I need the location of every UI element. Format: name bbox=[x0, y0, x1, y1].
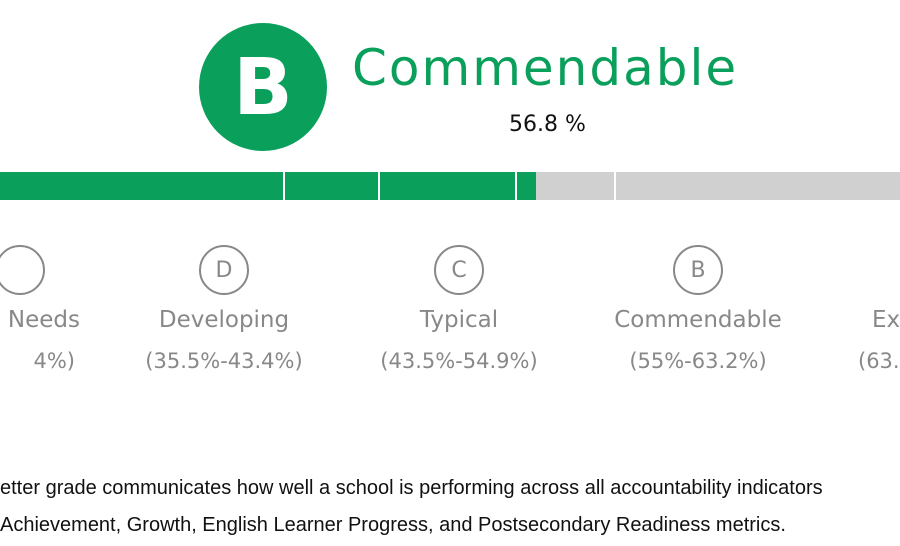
level-exemplary: Ex (63. bbox=[858, 245, 900, 373]
progress-divider bbox=[378, 172, 380, 200]
level-name: Typical bbox=[419, 307, 499, 333]
level-developing: D Developing (35.5%-43.4%) bbox=[114, 245, 334, 373]
level-icon: B bbox=[673, 245, 723, 295]
description-line: Achievement, Growth, English Learner Pro… bbox=[0, 514, 786, 536]
grade-letter: B bbox=[233, 43, 293, 133]
progress-divider bbox=[515, 172, 517, 200]
level-range: (55%-63.2%) bbox=[629, 349, 767, 373]
progress-divider bbox=[614, 172, 616, 200]
level-needs-improvement: Needs 4%) bbox=[0, 245, 130, 373]
grade-badge: B bbox=[199, 23, 327, 151]
level-icon: C bbox=[434, 245, 484, 295]
grade-percent: 56.8 % bbox=[509, 112, 586, 137]
level-name: Developing bbox=[158, 307, 290, 333]
level-icon bbox=[0, 245, 45, 295]
level-name: Ex bbox=[872, 307, 900, 333]
level-range: (63. bbox=[858, 349, 900, 373]
grade-label: Commendable bbox=[352, 39, 739, 97]
grade-progress-bar bbox=[0, 172, 900, 200]
description-line: etter grade communicates how well a scho… bbox=[0, 477, 823, 499]
progress-divider bbox=[283, 172, 285, 200]
level-commendable: B Commendable (55%-63.2%) bbox=[588, 245, 808, 373]
grade-progress-fill bbox=[0, 172, 537, 200]
level-name: Commendable bbox=[614, 307, 782, 333]
level-typical: C Typical (43.5%-54.9%) bbox=[349, 245, 569, 373]
level-range: (43.5%-54.9%) bbox=[380, 349, 538, 373]
level-range: 4%) bbox=[33, 349, 75, 373]
level-name: Needs bbox=[7, 307, 80, 333]
grade-description: etter grade communicates how well a scho… bbox=[0, 470, 823, 544]
level-icon: D bbox=[199, 245, 249, 295]
level-range: (35.5%-43.4%) bbox=[145, 349, 303, 373]
